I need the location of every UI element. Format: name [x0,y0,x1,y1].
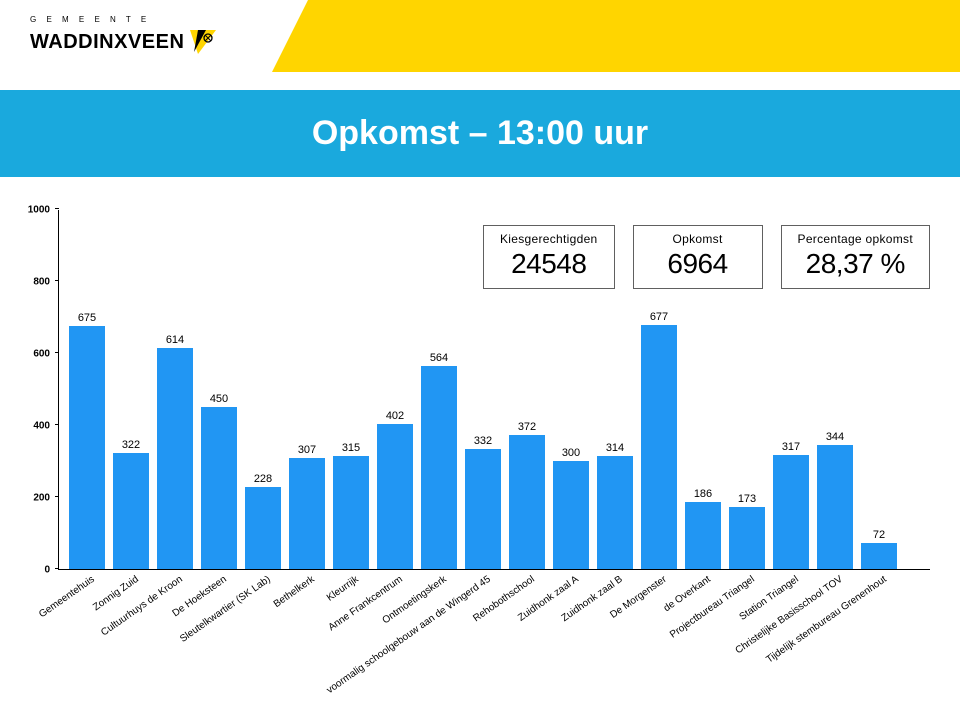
y-axis-tick-label: 1000 [20,205,50,216]
chart-bar-rect [245,487,281,569]
chart-bar: 614Cultuurhuys de Kroon [157,209,193,569]
stat-label: Opkomst [650,232,746,246]
chart-bar-value: 317 [773,441,809,453]
logo-title-text: WADDINXVEEN [30,32,184,52]
chart-bar: 322Zonnig Zuid [113,209,149,569]
y-axis-tick-label: 200 [20,493,50,504]
chart-bar-value: 72 [861,529,897,541]
chart-bar-value: 614 [157,334,193,346]
y-axis-tick-label: 400 [20,421,50,432]
chart-bar-label: Bethelkerk [268,569,316,610]
chart-bar-rect [553,461,589,569]
y-axis-tick-label: 800 [20,277,50,288]
title-bar: Opkomst – 13:00 uur [0,90,960,177]
chart-bar-rect [113,453,149,569]
chart-bar-rect [289,458,325,569]
chart-bar-value: 677 [641,311,677,323]
chart-bar-rect [729,507,765,569]
y-axis-tick-label: 0 [20,565,50,576]
stat-box: Opkomst 6964 [633,225,763,289]
chart-bar-rect [201,407,237,569]
chart-bar-rect [377,424,413,569]
stat-label: Kiesgerechtigden [500,232,598,246]
chart-bar-rect [817,445,853,569]
chart-bar-rect [333,456,369,569]
chart-bar-rect [597,456,633,569]
stat-box: Kiesgerechtigden 24548 [483,225,615,289]
chart-bar: 564Ontmoetingskerk [421,209,457,569]
chart-bar-rect [465,449,501,569]
stat-value: 24548 [500,248,598,280]
chart-bar-value: 450 [201,393,237,405]
chart-bar-value: 332 [465,435,501,447]
stat-value: 28,37 % [798,248,913,280]
chart-bar: 402Anne Frankcentrum [377,209,413,569]
chart-bar-value: 300 [553,447,589,459]
chart-bar-value: 307 [289,444,325,456]
chart-bar-label: Gemeentehuis [34,569,97,620]
chart-bar: 228Sleutelkwartier (SK Lab) [245,209,281,569]
chart-bar-rect [509,435,545,569]
chart-bar-rect [773,455,809,569]
chart-bar-rect [421,366,457,569]
chart-bar: 307Bethelkerk [289,209,325,569]
stat-boxes: Kiesgerechtigden 24548 Opkomst 6964 Percenta… [483,225,930,289]
stat-label: Percentage opkomst [798,232,913,246]
chart-bar-rect [685,502,721,569]
y-axis-tick-label: 600 [20,349,50,360]
chart-bar: 675Gemeentehuis [69,209,105,569]
chart-bar: 315Kleurrijk [333,209,369,569]
page-title: Opkomst – 13:00 uur [0,114,960,153]
chart-bar-value: 344 [817,431,853,443]
chart-bar: 450De Hoeksteen [201,209,237,569]
logo-title: WADDINXVEEN [30,28,218,56]
chart-bar-value: 675 [69,312,105,324]
logo-subtitle: G E M E E N T E [30,16,218,24]
chart-bar-value: 315 [333,442,369,454]
stat-box: Percentage opkomst 28,37 % [781,225,930,289]
chart-bar-rect [69,326,105,569]
logo-container: G E M E E N T E WADDINXVEEN [0,0,272,72]
chart-bar-value: 322 [113,439,149,451]
stat-value: 6964 [650,248,746,280]
chart-bar-value: 173 [729,493,765,505]
chart-bar-rect [641,325,677,569]
chart-bar-value: 186 [685,488,721,500]
logo: G E M E E N T E WADDINXVEEN [30,16,218,56]
logo-emblem-icon [188,28,218,56]
header-bar: G E M E E N T E WADDINXVEEN [0,0,960,72]
chart-bar-value: 228 [245,473,281,485]
chart-bar-value: 314 [597,442,633,454]
chart-bar-value: 402 [377,410,413,422]
chart-bar-rect [157,348,193,569]
chart-bar-value: 564 [421,352,457,364]
chart-bar-value: 372 [509,421,545,433]
chart-bar-rect [861,543,897,569]
